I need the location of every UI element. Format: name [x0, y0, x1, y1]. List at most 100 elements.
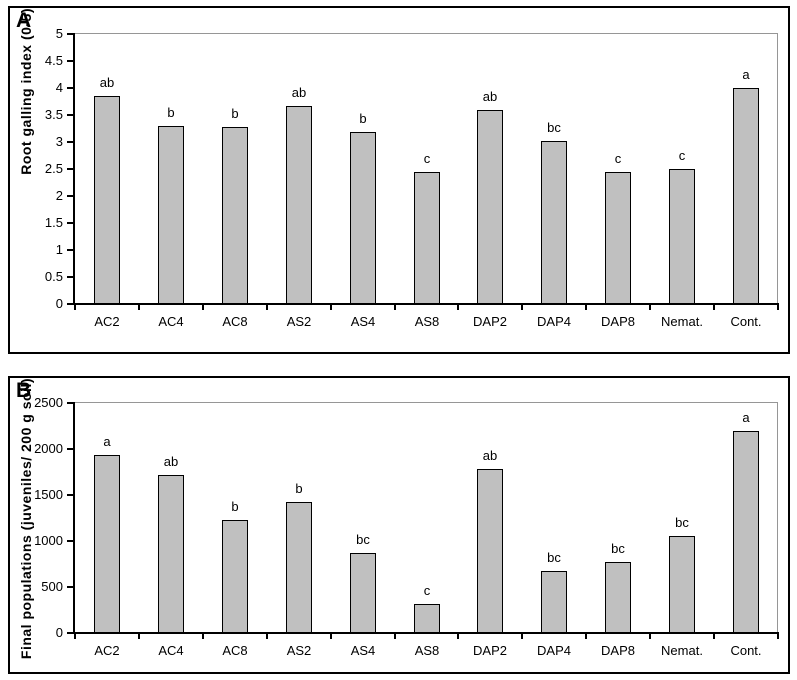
significance-label: ab [291, 85, 307, 100]
x-tick-mark [713, 305, 715, 310]
y-tick-label: 3.5 [44, 107, 63, 122]
significance-label: bc [547, 550, 561, 565]
significance-label: c [614, 151, 622, 166]
y-tick-mark [67, 222, 73, 224]
bar-DAP4 [541, 571, 567, 632]
x-category-label: Cont. [730, 643, 762, 658]
x-category-label: DAP4 [537, 314, 571, 329]
significance-label: bc [356, 532, 370, 547]
significance-label: b [167, 105, 175, 120]
bar-AS2 [286, 502, 312, 632]
significance-label: ab [482, 448, 498, 463]
significance-label: a [742, 67, 750, 82]
x-category-label: DAP8 [601, 643, 635, 658]
x-category-label: AC8 [222, 314, 248, 329]
bar-AS8 [414, 172, 440, 303]
x-category-label: AS2 [286, 643, 312, 658]
x-axis-line [73, 303, 779, 305]
x-category-label: Cont. [730, 314, 762, 329]
x-tick-mark [713, 634, 715, 639]
y-tick-label: 4 [55, 80, 63, 95]
plot-area-frame [75, 33, 778, 303]
significance-label: c [423, 583, 431, 598]
y-tick-label: 2500 [34, 395, 63, 410]
y-tick-mark [67, 195, 73, 197]
x-category-label: AS2 [286, 314, 312, 329]
y-tick-label: 500 [41, 579, 63, 594]
x-category-label: AS4 [350, 643, 376, 658]
y-tick-label: 1500 [34, 487, 63, 502]
bar-DAP2 [477, 110, 503, 303]
bar-AS2 [286, 106, 312, 303]
x-tick-mark [138, 634, 140, 639]
x-tick-mark [266, 305, 268, 310]
x-category-label: AC2 [94, 643, 120, 658]
significance-label: bc [611, 541, 625, 556]
y-tick-mark [67, 632, 73, 634]
y-tick-mark [67, 60, 73, 62]
x-tick-mark [394, 305, 396, 310]
y-tick-mark [67, 448, 73, 450]
y-tick-label: 3 [55, 134, 63, 149]
significance-label: c [423, 151, 431, 166]
x-tick-mark [457, 305, 459, 310]
x-tick-mark [457, 634, 459, 639]
bar-AC8 [222, 127, 248, 303]
bar-DAP4 [541, 141, 567, 303]
y-tick-mark [67, 303, 73, 305]
y-tick-label: 0.5 [44, 269, 63, 284]
bar-DAP2 [477, 469, 503, 632]
x-tick-mark [266, 634, 268, 639]
y-tick-mark [67, 249, 73, 251]
bar-DAP8 [605, 562, 631, 632]
plot-area-frame [75, 402, 778, 632]
x-category-label: AC4 [158, 643, 184, 658]
significance-label: ab [163, 454, 179, 469]
bar-AS4 [350, 132, 376, 303]
y-tick-label: 0 [55, 625, 63, 640]
x-tick-mark [138, 305, 140, 310]
y-tick-label: 1000 [34, 533, 63, 548]
x-category-label: AS8 [414, 314, 440, 329]
x-tick-mark [777, 305, 779, 310]
y-tick-mark [67, 586, 73, 588]
x-category-label: Nemat. [661, 314, 703, 329]
x-tick-mark [777, 634, 779, 639]
panel-a-label: A [16, 9, 32, 32]
panel-b-y-axis-title: Final populations (juveniles/ 200 g soil… [18, 378, 34, 660]
x-tick-mark [649, 634, 651, 639]
significance-label: b [231, 106, 239, 121]
y-tick-mark [67, 540, 73, 542]
x-tick-mark [330, 634, 332, 639]
significance-label: a [103, 434, 111, 449]
y-tick-label: 4.5 [44, 53, 63, 68]
significance-label: c [678, 148, 686, 163]
y-tick-label: 2.5 [44, 161, 63, 176]
x-tick-mark [521, 634, 523, 639]
significance-label: ab [99, 75, 115, 90]
x-tick-mark [394, 634, 396, 639]
x-tick-mark [585, 634, 587, 639]
panel-b-label: B [16, 379, 32, 402]
bar-Nemat. [669, 169, 695, 303]
x-tick-mark [202, 305, 204, 310]
x-axis-line [73, 632, 779, 634]
panel-a: A Root galling index (0-5) 0 0.5 1 1.5 2 2.5 3… [8, 6, 790, 354]
significance-label: b [295, 481, 303, 496]
x-category-label: DAP2 [473, 314, 507, 329]
y-tick-mark [67, 87, 73, 89]
x-tick-mark [521, 305, 523, 310]
bar-AC2 [94, 455, 120, 632]
x-category-label: AC8 [222, 643, 248, 658]
bar-AS8 [414, 604, 440, 632]
panel-b: B Final populations (juveniles/ 200 g so… [8, 376, 790, 674]
y-tick-label: 0 [55, 296, 63, 311]
y-tick-mark [67, 276, 73, 278]
bar-DAP8 [605, 172, 631, 303]
y-tick-label: 5 [55, 26, 63, 41]
y-tick-mark [67, 402, 73, 404]
significance-label: b [231, 499, 239, 514]
x-category-label: AC4 [158, 314, 184, 329]
y-tick-mark [67, 168, 73, 170]
